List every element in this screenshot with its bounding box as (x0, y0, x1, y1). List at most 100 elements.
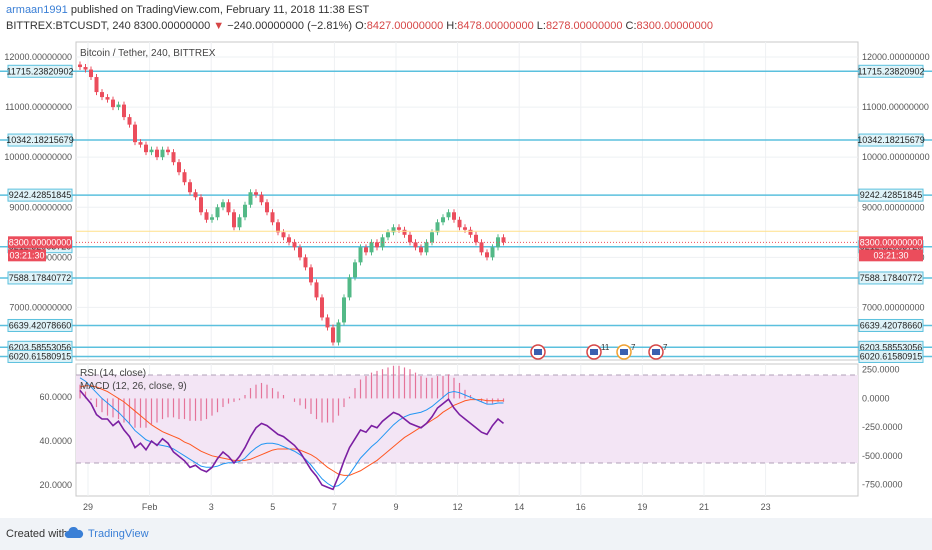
candle-body (485, 252, 489, 258)
candle-body (215, 207, 220, 218)
symbol-label: BITTREX:BTCUSDT, 240 (6, 20, 131, 32)
author-link[interactable]: armaan1991 (6, 4, 68, 16)
candle-body (386, 232, 390, 238)
flag-event-icon: 11 (586, 343, 610, 360)
flag-event-icon: 7 (648, 343, 668, 360)
y-tick-label-right: 9000.00000000 (862, 202, 925, 212)
last-price-label-left: 8300.00000000 (9, 237, 72, 247)
candle-body (111, 99, 115, 108)
x-tick-label: 16 (576, 502, 586, 512)
candle-body (94, 77, 99, 93)
last-price-tag-left (8, 236, 72, 249)
level-tag-right (858, 271, 924, 285)
event-count: 7 (663, 343, 668, 352)
pane-title: Bitcoin / Tether, 240, BITTREX (80, 48, 216, 59)
last-price-label-right: 8300.00000000 (860, 237, 923, 247)
level-label-right: 11715.23820902 (858, 66, 925, 76)
rsi-tick-label: 40.0000 (39, 436, 72, 446)
level-label-right: 6639.42078660 (860, 320, 923, 330)
high-label: H: (446, 20, 458, 32)
candle-body (243, 204, 247, 218)
x-tick-label: 9 (393, 502, 398, 512)
candle-body (78, 64, 82, 68)
candle-body (441, 217, 445, 223)
candle-body (138, 142, 143, 145)
level-label-left: 11715.23820902 (7, 66, 74, 76)
candle-body (463, 227, 467, 230)
candle-body (303, 257, 308, 268)
candle-body (413, 242, 418, 248)
candle-body (287, 237, 291, 243)
level-tag-right (858, 133, 924, 147)
candle-body (188, 182, 192, 193)
candle-body (320, 297, 324, 318)
rsi-tick-label: 20.0000 (39, 480, 72, 490)
countdown-tag-left (8, 249, 46, 262)
x-tick-label: 7 (332, 502, 337, 512)
candle-body (408, 234, 412, 243)
x-tick-label: 3 (209, 502, 214, 512)
candle-body (397, 227, 401, 230)
chart-canvas[interactable]: 29 Feb 3 5 7 9 12 14 16 19 21 23 12000.00000000 12000… (0, 36, 932, 518)
tradingview-link[interactable]: TradingView (88, 528, 149, 540)
flag-canton (590, 349, 598, 355)
rsi-band (76, 375, 858, 463)
open-label: O: (355, 20, 367, 32)
y-tick-label-left: 12000.00000000 (4, 52, 72, 62)
level-tag-right (858, 188, 924, 202)
down-arrow-icon: ▼ (213, 20, 225, 32)
candle-body (199, 197, 203, 213)
candle-body (89, 69, 93, 78)
candle-body (122, 104, 126, 118)
candle-body (364, 247, 368, 253)
candle-body (375, 242, 379, 248)
candle-body (155, 149, 159, 158)
candle-body (171, 152, 176, 163)
candle-body (402, 229, 407, 235)
level-tag-left (7, 188, 73, 202)
y-tick-label-left: 10000.00000000 (4, 152, 72, 162)
candle-body (347, 277, 352, 298)
macd-tick-label: -750.0000 (862, 480, 903, 490)
candle-body (204, 212, 209, 220)
high-value: 8478.00000000 (457, 20, 534, 32)
candle-body (430, 232, 434, 243)
candle-body (457, 219, 462, 228)
candle-body (446, 212, 451, 218)
created-with-label: Created with (6, 528, 68, 540)
candle-body (309, 267, 313, 283)
candle-body (105, 97, 110, 100)
level-label-right: 6020.61580915 (860, 351, 923, 361)
candle-body (248, 192, 253, 205)
flag-canton (652, 349, 660, 355)
level-label-right: 10342.18215679 (857, 135, 925, 145)
footer: Created with TradingView (0, 518, 932, 550)
publish-line: armaan1991 published on TradingView.com,… (6, 4, 369, 16)
rsi-title: RSI (14, close) (80, 368, 146, 379)
x-tick-label: 23 (761, 502, 771, 512)
candle-body (116, 104, 121, 108)
level-tag-left (7, 64, 73, 78)
candle-body (259, 194, 264, 203)
candle-body (391, 227, 396, 233)
candle-body (83, 67, 88, 70)
candle-body (314, 282, 319, 298)
candle-body (353, 262, 357, 278)
candle-body (468, 229, 473, 235)
level-tag-right (858, 318, 924, 332)
close-label: C: (625, 20, 637, 32)
level-tag-left (7, 349, 73, 363)
y-tick-label-left: 7000.00000000 (9, 302, 72, 312)
candle-body (182, 172, 187, 183)
last-price: 8300.00000000 (133, 20, 211, 32)
y-tick-label-left: 9000.00000000 (9, 202, 72, 212)
candle-body (281, 232, 286, 238)
y-tick-label-left: 11000.00000000 (5, 102, 72, 112)
ohlc-line: BITTREX:BTCUSDT, 240 8300.00000000 ▼ −24… (6, 20, 713, 32)
flag-canton (620, 349, 628, 355)
candle-body (149, 149, 154, 153)
main-pane (75, 41, 859, 361)
event-count: 11 (601, 343, 610, 352)
level-label-left: 7588.17840772 (9, 273, 72, 283)
candle-body (358, 247, 363, 263)
